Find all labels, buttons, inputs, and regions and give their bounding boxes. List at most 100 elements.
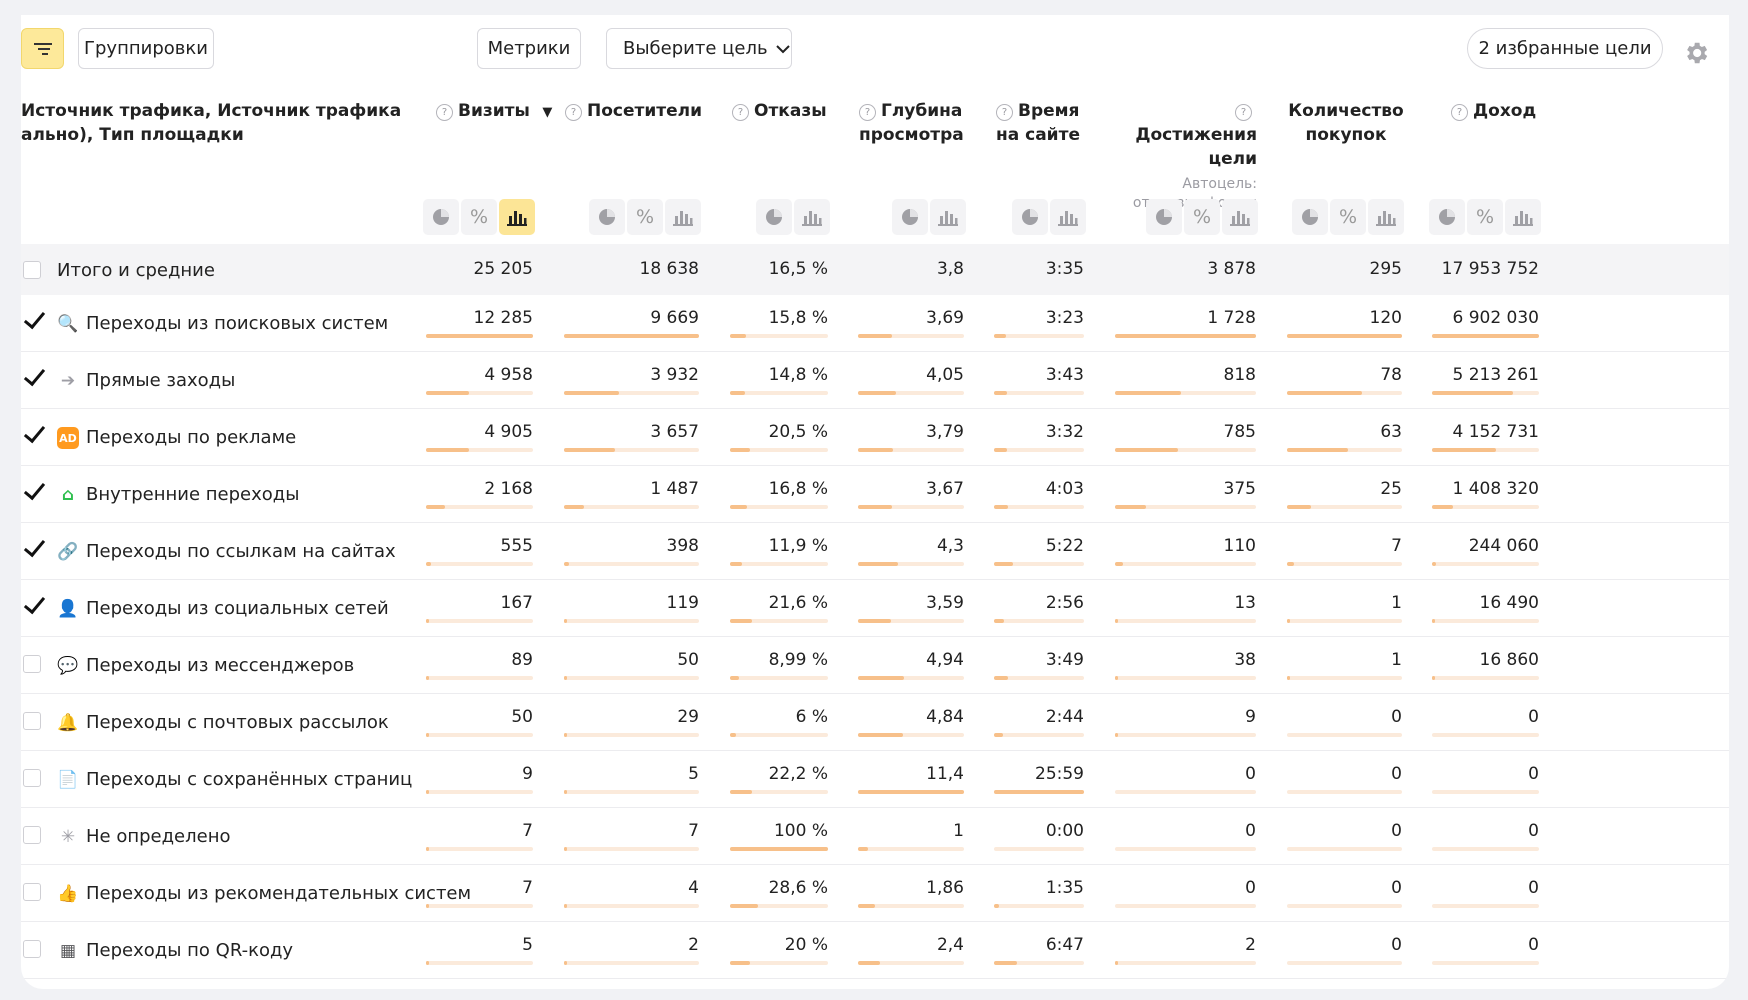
help-icon[interactable]: ? [1451, 104, 1468, 121]
percent-icon: % [469, 206, 489, 228]
row-bar-track-bounces [730, 733, 828, 737]
percent-view-revenue-button[interactable]: % [1467, 199, 1503, 235]
favorite-goals-button[interactable]: 2 избранные цели [1467, 28, 1663, 69]
bars-view-depth-button[interactable] [930, 199, 966, 235]
pie-view-visits-button[interactable] [423, 199, 459, 235]
row-bar-track-revenue [1432, 334, 1539, 338]
table-row[interactable]: 🔍 Переходы из поисковых систем 12 285 9 669… [21, 295, 1729, 352]
bars-view-bounces-button[interactable] [794, 199, 830, 235]
row-bar-track-depth [858, 391, 964, 395]
bars-view-visits-button[interactable] [499, 199, 535, 235]
report-panel: Группировки Метрики Выберите цель 2 избр… [21, 15, 1729, 989]
column-header-depth[interactable]: ? Глубина просмотра [859, 99, 964, 147]
column-header-time[interactable]: ? Время на сайте [996, 99, 1080, 147]
row-checkbox[interactable] [22, 311, 42, 331]
column-header-bounces[interactable]: ? Отказы [732, 99, 827, 123]
table-row[interactable]: 👤 Переходы из социальных сетей 167 119 21,6 … [21, 580, 1729, 637]
pie-chart-icon [1022, 209, 1038, 225]
row-checkbox[interactable] [23, 883, 41, 901]
row-checkbox[interactable] [22, 425, 42, 445]
row-bar-fill-time [994, 334, 1006, 338]
row-checkbox[interactable] [22, 368, 42, 388]
pie-view-depth-button[interactable] [892, 199, 928, 235]
filter-button[interactable] [21, 28, 64, 69]
row-value-bounces: 6 % [795, 707, 828, 727]
column-header-revenue[interactable]: ? Доход [1451, 99, 1536, 123]
pie-view-time-button[interactable] [1012, 199, 1048, 235]
bar-chart-icon [507, 211, 527, 226]
metrics-button[interactable]: Метрики [477, 28, 581, 69]
pie-view-goals-button[interactable] [1146, 199, 1182, 235]
help-icon[interactable]: ? [565, 104, 582, 121]
table-row[interactable]: 👍 Переходы из рекомендательных систем 7 4 28… [21, 865, 1729, 922]
person-icon: 👤 [57, 599, 79, 619]
column-header-title: ? Визиты ▼ [436, 99, 552, 125]
help-icon[interactable]: ? [996, 104, 1013, 121]
row-checkbox[interactable] [23, 712, 41, 730]
bars-view-time-button[interactable] [1050, 199, 1086, 235]
help-icon[interactable]: ? [436, 104, 453, 121]
pie-view-visitors-button[interactable] [589, 199, 625, 235]
percent-view-visitors-button[interactable]: % [627, 199, 663, 235]
row-bar-track-purchases [1287, 448, 1402, 452]
gear-icon[interactable] [1682, 39, 1710, 67]
row-value-depth: 3,69 [926, 308, 964, 328]
table-row[interactable]: 💬 Переходы из мессенджеров 89 50 8,99 % 4,94 3… [21, 637, 1729, 694]
row-value-revenue: 0 [1528, 764, 1539, 784]
row-bar-track-purchases [1287, 334, 1402, 338]
bars-view-visitors-button[interactable] [665, 199, 701, 235]
row-checkbox[interactable] [23, 769, 41, 787]
table-row[interactable]: ➔ Прямые заходы 4 958 3 932 14,8 % 4,05 3:43 81… [21, 352, 1729, 409]
groupings-button[interactable]: Группировки [78, 28, 214, 69]
column-header-purchases[interactable]: Количество покупок [1286, 99, 1406, 147]
column-header-line2: цели [1208, 149, 1258, 169]
percent-view-goals-button[interactable]: % [1184, 199, 1220, 235]
column-header-visitors[interactable]: ? Посетители [565, 99, 702, 123]
row-checkbox[interactable] [22, 539, 42, 559]
table-row[interactable]: ▦ Переходы по QR-коду 5 2 20 % 2,4 6:47 2 0 0 [21, 922, 1729, 979]
row-value-depth: 4,3 [936, 536, 964, 556]
total-value-purchases: 295 [1369, 259, 1402, 279]
row-label: Переходы с сохранённых страниц [86, 769, 413, 790]
bars-view-purchases-button[interactable] [1368, 199, 1404, 235]
row-bar-track-bounces [730, 562, 828, 566]
row-checkbox[interactable] [23, 940, 41, 958]
row-checkbox[interactable] [22, 482, 42, 502]
help-icon[interactable]: ? [732, 104, 749, 121]
row-bar-fill-time [994, 391, 1007, 395]
row-bar-track-time [994, 334, 1084, 338]
row-bar-fill-depth [858, 619, 891, 623]
row-checkbox[interactable] [23, 655, 41, 673]
goal-select[interactable]: Выберите цель [606, 28, 792, 69]
row-bar-track-bounces [730, 676, 828, 680]
row-value-depth: 3,67 [926, 479, 964, 499]
row-value-time: 2:56 [1045, 593, 1084, 613]
help-icon[interactable]: ? [1235, 104, 1252, 121]
row-value-visitors: 3 932 [650, 365, 699, 385]
row-value-visits: 89 [511, 650, 533, 670]
dimension-header[interactable]: Источник трафика, Источник трафика ально… [21, 99, 461, 147]
bars-view-revenue-button[interactable] [1505, 199, 1541, 235]
total-checkbox[interactable] [23, 261, 41, 279]
row-checkbox[interactable] [22, 596, 42, 616]
table-row[interactable]: 🔗 Переходы по ссылкам на сайтах 555 398 11,9… [21, 523, 1729, 580]
table-row[interactable]: 📄 Переходы с сохранённых страниц 9 5 22,2 % 1… [21, 751, 1729, 808]
pie-view-purchases-button[interactable] [1292, 199, 1328, 235]
row-checkbox[interactable] [23, 826, 41, 844]
table-row[interactable]: 🔔 Переходы с почтовых рассылок 50 29 6 % 4,84… [21, 694, 1729, 751]
pie-view-revenue-button[interactable] [1429, 199, 1465, 235]
bar-chart-icon [1230, 211, 1250, 226]
table-row[interactable]: AD Переходы по рекламе 4 905 3 657 20,5 % 3,7… [21, 409, 1729, 466]
row-value-purchases: 25 [1380, 479, 1402, 499]
percent-view-purchases-button[interactable]: % [1330, 199, 1366, 235]
help-icon[interactable]: ? [859, 104, 876, 121]
bars-view-goals-button[interactable] [1222, 199, 1258, 235]
sort-desc-icon[interactable]: ▼ [537, 105, 553, 120]
column-header-visits[interactable]: ? Визиты ▼ [436, 99, 552, 125]
percent-view-visits-button[interactable]: % [461, 199, 497, 235]
pie-view-bounces-button[interactable] [756, 199, 792, 235]
table-row[interactable]: ⌂ Внутренние переходы 2 168 1 487 16,8 % 3,67… [21, 466, 1729, 523]
table-row[interactable]: ✳ Не определено 7 7 100 % 1 0:00 0 0 0 [21, 808, 1729, 865]
row-bar-track-visitors [564, 448, 699, 452]
